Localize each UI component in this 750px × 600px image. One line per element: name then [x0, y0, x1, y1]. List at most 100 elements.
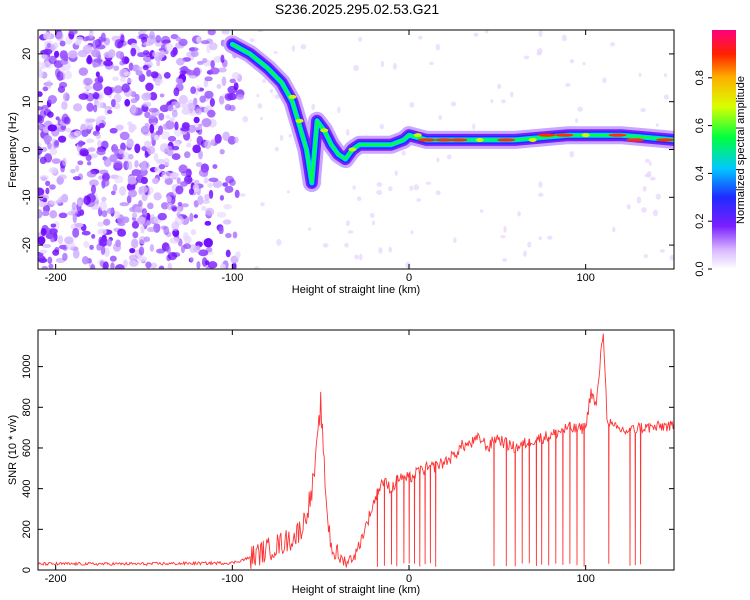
noise-speck	[536, 51, 542, 56]
noise-blob	[218, 226, 224, 235]
noise-blob	[204, 90, 214, 99]
noise-speck	[352, 185, 356, 190]
spectrogram-y-tick-label: 20	[21, 48, 33, 60]
snr-x-ticks: -200 -100 0 100	[45, 330, 595, 585]
noise-blob	[225, 233, 232, 239]
noise-blob	[100, 245, 106, 255]
snr-y-tick-label: 400	[21, 479, 33, 497]
noise-blob	[130, 104, 137, 114]
noise-blob	[227, 135, 237, 145]
noise-blob	[231, 262, 237, 269]
spectrogram-x-ticks: -200 -100 0 100	[45, 30, 595, 284]
noise-blob	[150, 262, 158, 269]
noise-blob	[193, 97, 198, 106]
noise-blob	[166, 245, 171, 254]
noise-speck	[276, 238, 282, 246]
noise-blob	[227, 85, 238, 94]
noise-blob	[178, 164, 188, 174]
noise-speck	[638, 72, 642, 77]
noise-blob	[110, 98, 116, 108]
noise-blob	[228, 104, 236, 112]
noise-blob	[81, 230, 91, 236]
noise-blob	[144, 122, 150, 129]
noise-blob	[62, 157, 67, 167]
noise-blob	[134, 160, 139, 168]
colorbar-ticks: 0.0 0.2 0.4 0.6 0.8	[694, 70, 712, 277]
noise-speck	[347, 230, 354, 234]
noise-blob	[149, 92, 158, 101]
snr-panel: -200 -100 0 100 0 200 400 600 800 1000 Height of…	[7, 329, 675, 596]
noise-blob	[130, 98, 138, 104]
noise-speck	[380, 60, 385, 67]
ridge-cyan	[229, 41, 674, 186]
noise-speck	[388, 246, 392, 253]
noise-blob	[86, 102, 94, 112]
noise-blob	[101, 196, 107, 202]
ridge-warm-spot	[581, 133, 590, 138]
noise-blob	[75, 165, 80, 172]
noise-blob	[199, 95, 206, 103]
noise-blob	[200, 40, 210, 45]
noise-speck	[565, 82, 571, 87]
ridge-hotspot	[417, 138, 436, 142]
noise-blob	[40, 49, 49, 55]
noise-blob	[143, 41, 153, 47]
noise-blob	[90, 184, 96, 195]
noise-blob	[210, 60, 215, 69]
noise-blob	[223, 203, 232, 210]
noise-blob	[196, 135, 204, 146]
ridge-warm-spot	[320, 128, 329, 133]
noise-blob	[155, 159, 166, 164]
noise-speck	[435, 190, 441, 196]
noise-speck	[413, 184, 419, 191]
noise-speck	[242, 115, 249, 123]
noise-blob	[57, 85, 66, 93]
noise-blob	[152, 177, 159, 185]
noise-blob	[49, 210, 58, 219]
noise-blob	[50, 223, 57, 228]
noise-blob	[77, 199, 82, 207]
noise-blob	[85, 154, 92, 162]
noise-blob	[169, 237, 180, 244]
noise-blob	[115, 124, 124, 131]
colorbar-gradient	[712, 30, 736, 269]
noise-blob	[154, 134, 159, 141]
noise-blob	[190, 86, 197, 95]
noise-blob	[65, 93, 70, 102]
noise-blob	[38, 106, 44, 111]
noise-blob	[117, 228, 127, 237]
noise-blob	[227, 93, 238, 101]
noise-speck	[517, 211, 521, 217]
noise-blob	[110, 262, 115, 269]
noise-blob	[92, 81, 103, 92]
noise-blob	[169, 117, 175, 122]
noise-blob	[82, 44, 93, 54]
noise-speck	[538, 181, 543, 189]
noise-speck	[501, 99, 506, 104]
noise-blob	[207, 261, 218, 269]
noise-blob	[178, 38, 188, 47]
snr-y-tick-label: 600	[21, 439, 33, 457]
colorbar-tick-label: 0.8	[694, 70, 706, 85]
spectrogram-y-tick-label: 10	[21, 96, 33, 108]
snr-x-axis-label: Height of straight line (km)	[292, 584, 420, 596]
noise-blob	[87, 147, 96, 152]
noise-blob	[113, 160, 123, 169]
noise-blob	[142, 101, 152, 107]
noise-speck	[274, 146, 279, 152]
noise-blob	[170, 50, 177, 58]
noise-blob	[40, 227, 47, 237]
noise-blob	[65, 127, 72, 133]
noise-blob	[173, 87, 180, 97]
noise-blob	[122, 152, 131, 162]
colorbar: 0.0 0.2 0.4 0.6 0.8 Normalized spectral ampl…	[694, 30, 747, 277]
noise-blob	[86, 170, 97, 178]
noise-blob	[214, 133, 222, 144]
noise-speck	[345, 220, 350, 227]
noise-blob	[48, 263, 54, 269]
colorbar-tick-label: 0.6	[694, 118, 706, 133]
noise-blob	[204, 140, 212, 150]
noise-blob	[96, 101, 104, 109]
noise-blob	[109, 127, 118, 134]
noise-speck	[257, 30, 264, 33]
